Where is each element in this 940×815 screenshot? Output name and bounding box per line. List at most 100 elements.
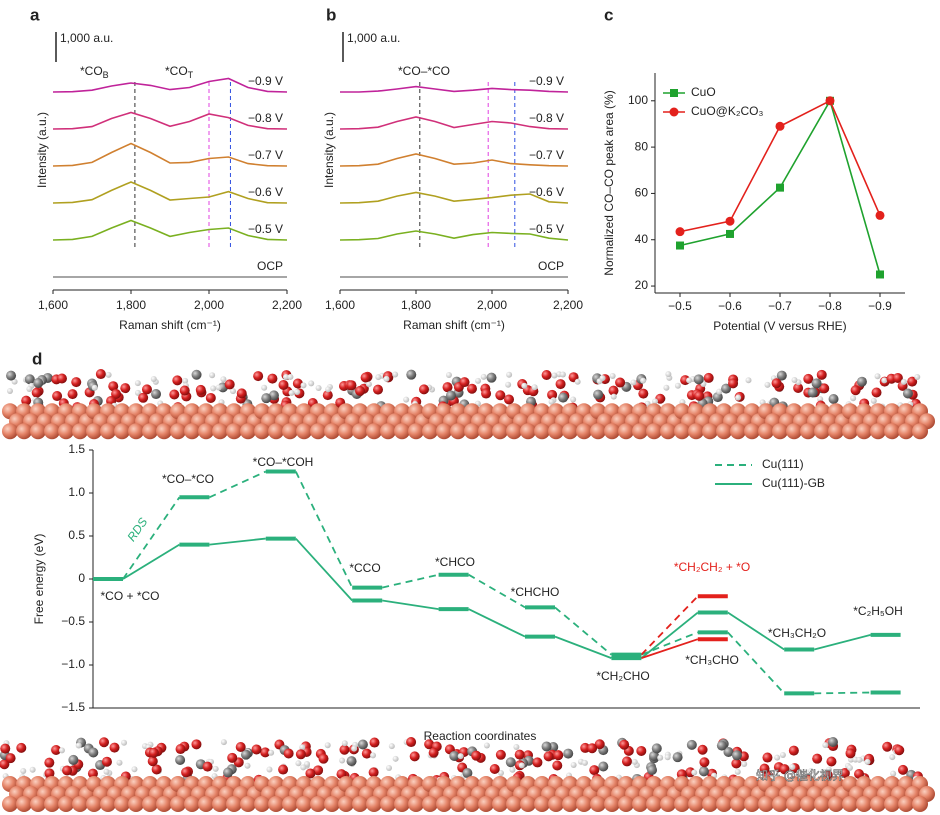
atom <box>881 377 888 384</box>
marker <box>776 183 784 192</box>
copper-atom <box>520 423 536 440</box>
atom <box>723 746 734 757</box>
y-tick-label: 1.5 <box>68 442 85 456</box>
copper-atom <box>282 423 298 440</box>
atom <box>900 378 907 385</box>
atom <box>369 737 380 748</box>
copper-atom <box>618 423 634 440</box>
atom <box>532 757 543 768</box>
atom <box>686 377 693 384</box>
copper-atom <box>114 423 130 440</box>
atom <box>215 384 222 391</box>
copper-atom <box>156 796 172 812</box>
copper-atom <box>422 423 438 440</box>
atom <box>817 396 824 403</box>
x-tick-label: 2,000 <box>194 298 224 312</box>
atom <box>640 377 647 384</box>
annotation: *COT <box>165 64 194 80</box>
copper-atom <box>828 796 844 812</box>
atom <box>570 761 577 768</box>
atom <box>21 395 32 406</box>
atom <box>261 393 272 404</box>
copper-atom <box>632 423 648 440</box>
copper-atom <box>912 423 928 440</box>
atom <box>339 757 346 764</box>
state-label: *CHCO <box>435 555 475 569</box>
atom <box>313 765 324 776</box>
annotation: *CO–*CO <box>398 64 450 78</box>
copper-atom <box>842 796 858 812</box>
x-tick-label: −0.6 <box>718 299 742 313</box>
atom <box>71 377 82 388</box>
atom <box>99 737 110 748</box>
atom <box>191 369 202 380</box>
connector <box>641 631 699 656</box>
atom <box>58 747 65 754</box>
atom <box>788 745 799 756</box>
atom <box>445 371 452 378</box>
atom <box>26 385 33 392</box>
copper-atom <box>86 423 102 440</box>
copper-atom <box>884 796 900 812</box>
x-axis-label: Potential (V versus RHE) <box>713 319 846 333</box>
copper-atom <box>604 423 620 440</box>
trace-label: −0.5 V <box>248 222 283 236</box>
copper-atom <box>240 796 256 812</box>
atom <box>169 389 180 400</box>
atom <box>509 766 516 773</box>
atom <box>175 744 186 755</box>
atom <box>699 757 710 768</box>
atom <box>481 388 492 399</box>
atom <box>850 395 857 402</box>
copper-atom <box>744 423 760 440</box>
atom <box>789 763 796 770</box>
copper-atom <box>268 796 284 812</box>
copper-atom <box>870 423 886 440</box>
atom <box>826 756 837 767</box>
copper-atom <box>30 423 46 440</box>
x-axis-label: Raman shift (cm⁻¹) <box>119 318 221 332</box>
copper-atom <box>254 796 270 812</box>
atom <box>615 377 626 388</box>
connector <box>294 471 354 588</box>
trace-label: −0.6 V <box>248 185 283 199</box>
atom <box>471 750 482 761</box>
atom <box>845 748 856 759</box>
trace-label: OCP <box>257 259 283 273</box>
copper-atom <box>128 796 144 812</box>
trace-label: −0.5 V <box>529 222 564 236</box>
atom <box>636 745 647 756</box>
copper-atom <box>366 796 382 812</box>
copper-atom <box>30 796 46 812</box>
copper-atom <box>688 796 704 812</box>
atom <box>75 742 82 749</box>
atom <box>497 770 504 777</box>
connector <box>382 599 439 610</box>
copper-atom <box>772 423 788 440</box>
atom <box>283 748 294 759</box>
atom <box>894 745 905 756</box>
atom <box>828 394 839 405</box>
atom <box>779 751 786 758</box>
atom <box>365 381 372 388</box>
atom <box>0 743 11 754</box>
atom <box>68 754 79 765</box>
atom <box>300 764 307 771</box>
connector <box>727 611 785 651</box>
atom <box>44 757 55 768</box>
copper-atom <box>324 796 340 812</box>
atom <box>812 753 823 764</box>
copper-atom <box>492 796 508 812</box>
atom <box>459 377 470 388</box>
state-label: *CHCHO <box>511 585 560 599</box>
atom <box>6 370 17 381</box>
spectrum <box>339 230 569 241</box>
copper-atom <box>674 796 690 812</box>
copper-atom <box>338 423 354 440</box>
atom <box>101 756 112 767</box>
atom <box>151 389 162 400</box>
atom <box>251 744 262 755</box>
atom <box>87 768 98 779</box>
atom <box>599 375 606 382</box>
